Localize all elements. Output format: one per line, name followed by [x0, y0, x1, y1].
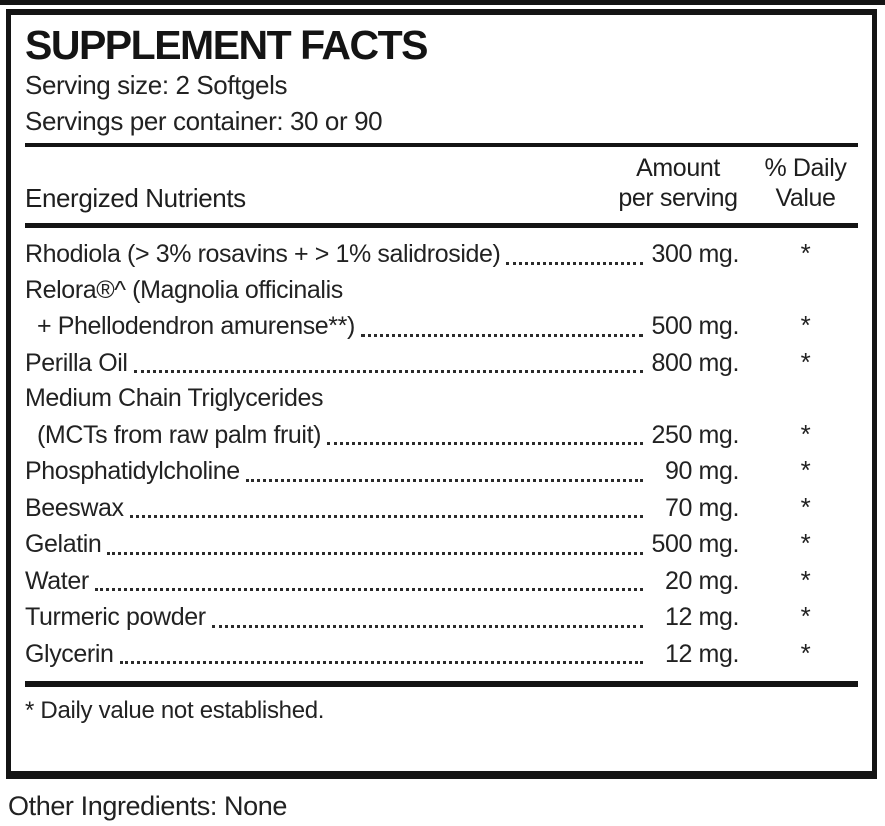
row-daily-value: *: [800, 601, 811, 631]
row-label: Glycerin: [25, 639, 114, 668]
row-daily-value: *: [800, 528, 811, 558]
column-header-amount-line1: Amount: [636, 154, 720, 182]
row-amount: 800 mg.: [651, 348, 739, 377]
row-perilla-oil: Perilla Oil 800 mg. *: [25, 345, 858, 382]
divider-header: [25, 223, 858, 228]
top-bar: [0, 0, 885, 5]
dot-leader: [94, 588, 643, 591]
column-header-row: Energized Nutrients Amount per serving %…: [25, 153, 858, 213]
column-header-dv-line2: Value: [775, 184, 836, 212]
serving-size: Serving size: 2 Softgels: [25, 70, 288, 100]
dot-leader: [506, 261, 643, 265]
row-water: Water 20 mg. *: [25, 563, 858, 600]
dot-leader: [360, 333, 643, 337]
row-amount: 300 mg.: [651, 240, 739, 268]
row-daily-value: *: [800, 418, 811, 449]
row-daily-value: *: [800, 564, 811, 595]
column-header-amount-line2: per serving: [618, 184, 738, 212]
nutrient-rows: Rhodiola (> 3% rosavins + > 1% salidrosi…: [25, 236, 858, 672]
row-amount: 12 mg.: [664, 639, 739, 668]
row-label: Rhodiola (> 3% rosavins + > 1% salidrosi…: [25, 240, 501, 268]
row-relora-line2: + Phellodendron amurense**) 500 mg. *: [25, 308, 858, 345]
row-amount: 500 mg.: [651, 530, 739, 558]
dot-leader: [107, 551, 643, 555]
row-amount: 250 mg.: [651, 420, 739, 449]
dot-leader: [119, 661, 643, 664]
column-header-dv-line1: % Daily: [764, 154, 847, 182]
dot-leader: [245, 478, 643, 482]
row-label: Beeswax: [25, 493, 124, 522]
row-mct-line2: (MCTs from raw palm fruit) 250 mg. *: [25, 417, 858, 454]
row-amount: 70 mg.: [664, 493, 739, 522]
row-amount: 90 mg.: [664, 457, 739, 485]
row-amount: 500 mg.: [651, 312, 739, 340]
row-label: Relora®^ (Magnolia officinalis: [25, 275, 343, 304]
row-label-continued: + Phellodendron amurense**): [37, 312, 355, 340]
row-amount: 12 mg.: [664, 603, 739, 631]
divider-bottom: [25, 681, 858, 687]
row-label: Water: [25, 566, 89, 595]
row-glycerin: Glycerin 12 mg. *: [25, 636, 858, 673]
dot-leader: [327, 442, 643, 445]
row-daily-value: *: [800, 637, 811, 668]
row-label: Phosphatidylcholine: [25, 457, 240, 485]
dot-leader: [129, 515, 643, 518]
row-phosphatidylcholine: Phosphatidylcholine 90 mg. *: [25, 453, 858, 490]
row-label-continued: (MCTs from raw palm fruit): [37, 420, 322, 449]
column-header-amount: Amount per serving: [603, 153, 753, 213]
row-daily-value: *: [800, 346, 811, 377]
dot-leader: [133, 370, 643, 373]
row-daily-value: *: [800, 491, 811, 522]
row-turmeric-powder: Turmeric powder 12 mg. *: [25, 599, 858, 636]
row-daily-value: *: [800, 310, 811, 340]
row-label: Perilla Oil: [25, 348, 128, 377]
dot-leader: [211, 624, 643, 628]
divider-top: [25, 143, 858, 147]
servings-per-container: Servings per container: 30 or 90: [25, 106, 383, 136]
supplement-facts-panel: SUPPLEMENT FACTS Serving size: 2 Softgel…: [6, 9, 877, 779]
row-beeswax: Beeswax 70 mg. *: [25, 490, 858, 527]
panel-title: SUPPLEMENT FACTS: [25, 22, 428, 68]
row-mct-line1: Medium Chain Triglycerides: [25, 381, 858, 417]
column-header-nutrients: Energized Nutrients: [25, 183, 246, 213]
row-daily-value: *: [800, 455, 811, 485]
row-daily-value: *: [800, 238, 811, 268]
other-ingredients: Other Ingredients: None: [8, 791, 287, 821]
row-label: Turmeric powder: [25, 603, 206, 631]
row-gelatin: Gelatin 500 mg. *: [25, 526, 858, 563]
row-rhodiola: Rhodiola (> 3% rosavins + > 1% salidrosi…: [25, 236, 858, 273]
footnote: * Daily value not established.: [25, 697, 325, 724]
row-amount: 20 mg.: [664, 566, 739, 595]
column-header-daily-value: % Daily Value: [753, 153, 858, 213]
row-label: Gelatin: [25, 530, 102, 558]
row-label: Medium Chain Triglycerides: [25, 384, 324, 412]
row-relora-line1: Relora®^ (Magnolia officinalis: [25, 273, 858, 309]
